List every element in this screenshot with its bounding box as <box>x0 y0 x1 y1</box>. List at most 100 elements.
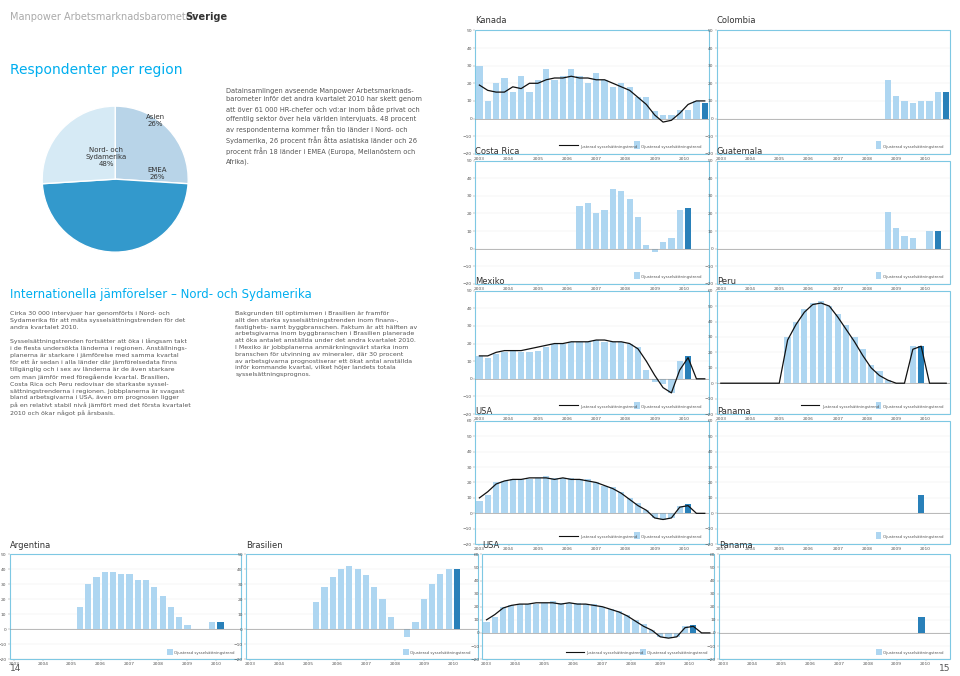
Bar <box>535 80 540 118</box>
Bar <box>635 532 640 539</box>
Bar <box>551 343 558 379</box>
Bar <box>329 577 336 629</box>
Bar <box>109 573 116 629</box>
Bar <box>593 483 599 513</box>
Bar <box>93 577 100 629</box>
Bar <box>543 477 549 513</box>
Bar <box>593 214 599 249</box>
Bar <box>649 630 655 633</box>
Bar <box>876 532 881 539</box>
Text: Ojusterad sysselsättningstrend: Ojusterad sysselsättningstrend <box>883 651 944 655</box>
Bar <box>585 479 591 513</box>
Bar <box>615 610 622 633</box>
Bar <box>363 575 369 629</box>
Bar <box>627 87 633 118</box>
Bar <box>684 356 691 379</box>
Bar <box>635 347 641 379</box>
Bar <box>918 101 924 118</box>
Text: Guatemala: Guatemala <box>716 147 763 155</box>
Bar <box>599 607 606 633</box>
Bar <box>668 238 675 249</box>
Bar <box>690 625 696 633</box>
Text: Justerad sysselsättningstrend: Justerad sysselsättningstrend <box>581 405 637 409</box>
Text: Justerad sysselsättningstrend: Justerad sysselsättningstrend <box>581 145 637 149</box>
Bar <box>591 604 597 633</box>
Bar <box>618 83 624 118</box>
Bar <box>551 80 558 118</box>
Bar <box>510 351 516 379</box>
Text: Mexiko: Mexiko <box>475 276 505 286</box>
Text: Costa Rica: Costa Rica <box>475 147 519 155</box>
Bar <box>560 343 566 379</box>
Bar <box>583 604 588 633</box>
Bar <box>885 380 891 383</box>
Bar <box>852 337 857 383</box>
Bar <box>843 324 850 383</box>
Bar <box>492 617 498 633</box>
Bar <box>868 365 875 383</box>
Bar <box>338 569 345 629</box>
Bar <box>784 337 791 383</box>
Bar <box>668 379 675 393</box>
Text: USA: USA <box>482 541 499 550</box>
Bar <box>585 342 591 379</box>
Bar <box>893 228 900 249</box>
Bar <box>492 483 499 513</box>
Text: Ojusterad sysselsättningstrend: Ojusterad sysselsättningstrend <box>641 535 702 539</box>
Bar <box>209 622 215 629</box>
Bar <box>526 479 533 513</box>
Text: Ojusterad sysselsättningstrend: Ojusterad sysselsättningstrend <box>411 651 471 655</box>
Bar <box>347 566 352 629</box>
Text: Justerad sysselsättningstrend: Justerad sysselsättningstrend <box>581 535 637 539</box>
Bar <box>525 604 531 633</box>
Bar <box>602 80 608 118</box>
Wedge shape <box>42 106 115 184</box>
Text: Ojusterad sysselsättningstrend: Ojusterad sysselsättningstrend <box>174 651 234 655</box>
Bar <box>518 76 524 118</box>
Bar <box>901 101 907 118</box>
Bar <box>143 580 149 629</box>
Bar <box>677 361 683 379</box>
Bar <box>635 402 640 409</box>
Bar <box>476 66 483 118</box>
Bar <box>526 352 533 379</box>
Bar <box>660 379 666 384</box>
Text: Ojusterad sysselsättningstrend: Ojusterad sysselsättningstrend <box>882 275 943 279</box>
Text: Bakgrunden till optimismen i Brasilien är framför
allt den starka sysselsättning: Bakgrunden till optimismen i Brasilien ä… <box>235 311 418 377</box>
Bar <box>501 481 508 513</box>
Text: Kanada: Kanada <box>475 16 507 26</box>
Bar <box>576 206 583 249</box>
Bar <box>558 603 564 633</box>
Bar <box>492 83 499 118</box>
Bar <box>77 607 83 629</box>
Text: Asien
26%: Asien 26% <box>146 114 165 127</box>
Bar <box>660 115 666 118</box>
Bar <box>574 603 581 633</box>
Bar <box>935 231 941 249</box>
Text: Ojusterad sysselsättningstrend: Ojusterad sysselsättningstrend <box>641 405 702 409</box>
Bar <box>793 322 799 383</box>
Text: Ojusterad sysselsättningstrend: Ojusterad sysselsättningstrend <box>641 145 702 149</box>
Bar <box>635 502 641 513</box>
Bar <box>660 513 666 519</box>
Bar <box>217 622 224 629</box>
Bar <box>550 602 556 633</box>
Bar <box>859 349 866 383</box>
Bar <box>85 584 91 629</box>
Bar <box>585 83 591 118</box>
Bar <box>633 620 638 633</box>
Bar <box>926 101 933 118</box>
Bar <box>568 342 574 379</box>
Text: Justerad sysselsättningstrend: Justerad sysselsättningstrend <box>587 651 644 655</box>
Bar <box>102 573 108 629</box>
Text: Ojusterad sysselsättningstrend: Ojusterad sysselsättningstrend <box>882 535 943 539</box>
Text: Colombia: Colombia <box>716 16 756 26</box>
Bar <box>627 199 633 249</box>
Bar <box>635 141 640 149</box>
Text: Internationella jämförelser – Nord- och Sydamerika: Internationella jämförelser – Nord- och … <box>10 287 311 301</box>
Bar <box>429 584 435 629</box>
Bar <box>602 342 608 379</box>
Bar <box>660 241 666 249</box>
Bar <box>652 249 658 252</box>
Bar <box>684 208 691 249</box>
